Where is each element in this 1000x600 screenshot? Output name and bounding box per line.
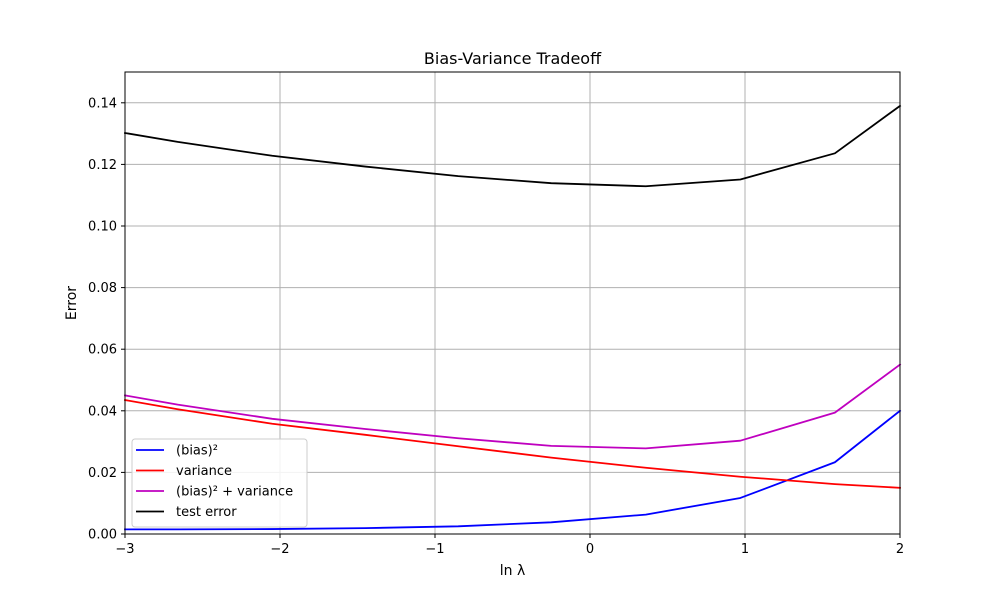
y-tick-label: 0.06	[88, 343, 117, 358]
legend-label: (bias)² + variance	[176, 485, 293, 500]
series-line-2	[123, 363, 902, 450]
legend-label: variance	[176, 464, 232, 479]
y-axis-ticks: 0.00 0.02 0.04 0.06 0.08 0.10 0.12 0.14	[88, 96, 125, 543]
series-line-1	[123, 398, 901, 489]
legend-box	[131, 438, 308, 528]
series-lines	[123, 104, 902, 531]
legend-label: test error	[176, 505, 237, 520]
series-line-3	[123, 104, 902, 188]
y-tick-label: 0.14	[88, 96, 117, 111]
y-tick-label: 0.04	[88, 404, 117, 419]
chart-title: Bias-Variance Tradeoff	[424, 49, 602, 68]
y-tick-label: 0.10	[88, 220, 117, 235]
y-tick-label: 0.00	[88, 528, 117, 543]
x-tick-label: −2	[270, 542, 289, 557]
y-tick-label: 0.08	[88, 281, 117, 296]
x-tick-label: −3	[115, 542, 134, 557]
x-tick-label: 1	[741, 542, 749, 557]
x-tick-label: 0	[586, 542, 594, 557]
x-axis-ticks: −3 −2 −1 0 1 2	[115, 534, 904, 557]
legend-label: (bias)²	[176, 444, 218, 459]
legend: (bias)² variance (bias)² + variance test er…	[131, 438, 308, 528]
y-tick-label: 0.12	[88, 158, 117, 173]
y-tick-label: 0.02	[88, 466, 117, 481]
x-tick-label: 2	[896, 542, 904, 557]
x-axis-title: ln λ	[500, 563, 526, 579]
y-axis-title: Error	[64, 286, 80, 320]
x-tick-label: −1	[425, 542, 444, 557]
plot-frame	[124, 71, 901, 535]
